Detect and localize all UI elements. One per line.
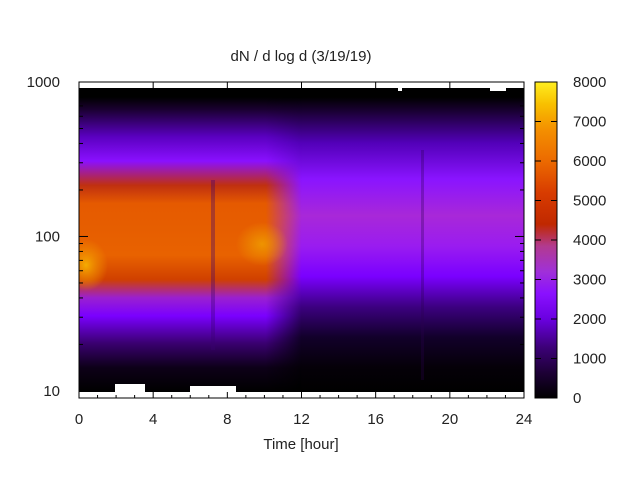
x-tick-label: 12 <box>293 411 310 428</box>
x-tick-label: 0 <box>75 411 83 428</box>
colorbar-tick-label: 7000 <box>573 114 606 131</box>
x-tick-label: 24 <box>516 411 533 428</box>
x-tick-label: 4 <box>149 411 157 428</box>
colorbar-tick-label: 6000 <box>573 153 606 170</box>
colorbar-tick-label: 2000 <box>573 311 606 328</box>
chart-title: dN / d log d (3/19/19) <box>231 48 372 65</box>
heatmap-area <box>79 82 524 398</box>
y-axis: 10 100 1000 <box>27 74 524 400</box>
y-tick-label: 1000 <box>27 74 60 91</box>
nodata-gap-bottom-2 <box>190 386 236 392</box>
colorbar-tick-label: 4000 <box>573 232 606 249</box>
y-tick-label: 100 <box>35 228 60 245</box>
hotspot-mid <box>236 222 288 266</box>
x-tick-label: 8 <box>223 411 231 428</box>
x-tick-label: 16 <box>367 411 384 428</box>
x-axis: 0 4 8 12 16 20 24 <box>75 82 533 428</box>
streak-7h <box>211 180 215 350</box>
colorbar-tick-label: 8000 <box>573 74 606 91</box>
colorbar-tick-label: 5000 <box>573 193 606 210</box>
colorbar-tick-label: 3000 <box>573 272 606 289</box>
early-regime-fill <box>79 88 524 392</box>
x-tick-label: 20 <box>441 411 458 428</box>
x-axis-label: Time [hour] <box>263 436 338 453</box>
nodata-gap-bottom-1 <box>115 384 145 392</box>
nodata-gap-top-1 <box>398 88 402 91</box>
hotspot-early <box>79 239 108 291</box>
colorbar-ticks: 0 1000 2000 3000 4000 5000 6000 7000 8000 <box>535 74 606 407</box>
colorbar-tick-label: 1000 <box>573 351 606 368</box>
colorbar-tick-label: 0 <box>573 390 581 407</box>
colorbar: 0 1000 2000 3000 4000 5000 6000 7000 8000 <box>534 74 606 407</box>
nodata-gap-top-2 <box>490 88 506 91</box>
y-tick-label: 10 <box>43 383 60 400</box>
streak-18h <box>421 150 424 380</box>
